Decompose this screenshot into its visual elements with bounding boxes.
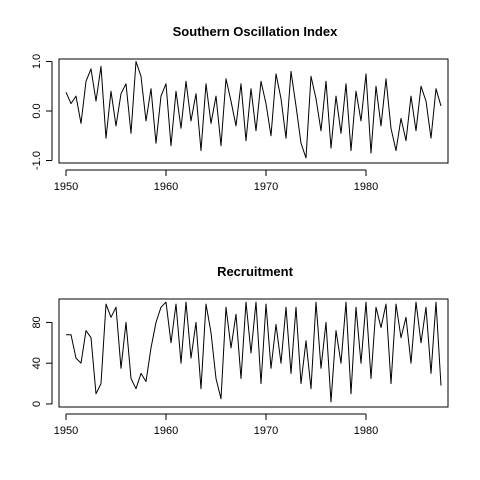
x-tick-label: 1960: [154, 181, 178, 193]
chart-title: Recruitment: [217, 264, 294, 279]
x-tick-label: 1960: [154, 425, 178, 437]
y-tick-label: 1.0: [31, 54, 43, 69]
x-tick-label: 1950: [54, 425, 78, 437]
series-line: [66, 301, 442, 403]
y-tick-label: 80: [31, 316, 43, 328]
x-tick-label: 1970: [254, 425, 278, 437]
y-tick-label: 40: [31, 357, 43, 369]
soi-panel: Southern Oscillation Index 1950 1960 1970 1…: [31, 24, 449, 193]
x-tick-label: 1950: [54, 181, 78, 193]
chart-title: Southern Oscillation Index: [173, 24, 338, 39]
y-tick-label: 0.0: [31, 103, 43, 118]
y-tick-label: 0: [31, 401, 43, 407]
recruitment-panel: Recruitment 1950 1960 1970 1980 0 40 80: [31, 264, 449, 437]
plot-frame: [58, 58, 449, 164]
y-tick-label: -1.0: [31, 151, 43, 170]
x-tick-label: 1970: [254, 181, 278, 193]
plot-frame: [58, 298, 449, 408]
x-tick-label: 1980: [354, 181, 378, 193]
x-tick-label: 1980: [354, 425, 378, 437]
series-line: [65, 61, 442, 159]
